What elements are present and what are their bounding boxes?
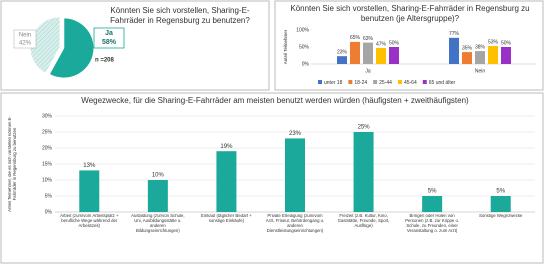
legend-label: 45-64 (404, 80, 417, 86)
bar (79, 170, 100, 212)
value-label: 50% (389, 40, 400, 46)
bar (350, 41, 360, 64)
bar (376, 48, 386, 64)
legend-swatch (318, 80, 322, 84)
bar (488, 45, 498, 64)
pie-slice (48, 17, 95, 79)
y-axis-label: Anteil Teilnehmer, die es sich vorstelle… (8, 116, 17, 212)
x-tick-label: Arbeit (zum/vom Arbeitsplatz + beruflich… (60, 214, 119, 228)
label-box (13, 29, 37, 49)
bar (337, 56, 347, 64)
y-tick-label: 5% (45, 193, 53, 199)
chart-title-box: Könnten Sie sich vorstellen, Sharing-E-F… (290, 4, 530, 23)
bar (449, 37, 459, 64)
x-tick-label: Private Erledigung (zum/vom Arzt, Friseu… (265, 214, 325, 233)
legend-label: 65 und älter (429, 80, 456, 86)
bar (389, 47, 399, 64)
value-label: 77% (449, 31, 460, 37)
y-tick-label: 15% (42, 161, 53, 167)
category-label: Nein (19, 33, 31, 39)
value-label: 19% (220, 144, 233, 150)
x-tick-label: Sonstige Wegezwecke (479, 214, 523, 218)
value-label: 63% (363, 36, 374, 42)
chart-title-box: Wegezwecke, für die Sharing-E-Fahrräder … (81, 96, 469, 105)
chart-title: Könnten Sie sich vorstellen, Sharing-E-F… (290, 4, 530, 23)
value-label: 38% (475, 44, 486, 50)
x-tick-label: Ausbildung (zur/von Schule, Uni, Ausbild… (131, 214, 185, 233)
value-label: 65% (350, 35, 361, 41)
panel (274, 0, 544, 91)
chart-title: Wegezwecke, für die Sharing-E-Fahrräder … (81, 96, 469, 105)
legend-swatch (397, 80, 402, 84)
chart-title: Könnten Sie sich vorstellen, Sharing-E-F… (110, 6, 250, 25)
y-tick-label: 30% (42, 113, 53, 119)
x-tick-label-box: Bringen oder Holen von Personen (z.B. zu… (405, 214, 460, 233)
legend-swatch (422, 80, 427, 84)
legend-swatch (348, 80, 353, 84)
value-label: 25% (358, 125, 371, 131)
y-tick-label: 25% (42, 129, 53, 135)
value-label: 47% (376, 41, 387, 47)
legend-swatch (373, 80, 378, 84)
bar (475, 51, 485, 64)
panel (0, 92, 544, 264)
x-tick-label-box: Private Erledigung (zum/vom Arzt, Friseu… (265, 214, 325, 233)
value-label: 5% (496, 189, 505, 195)
value-label: 42% (19, 41, 32, 47)
annotation: n =208 (95, 58, 115, 64)
bar (363, 42, 373, 64)
bar (353, 132, 374, 212)
legend-label: 18-24 (354, 80, 367, 86)
bar (147, 180, 168, 212)
legend-label: unter 18 (324, 80, 343, 86)
category-label: Ja (105, 30, 113, 37)
x-tick-label-box: Sonstige Wegezwecke (479, 214, 523, 218)
x-tick-label-box: Arbeit (zum/vom Arbeitsplatz + beruflich… (60, 214, 119, 228)
value-label: 58% (102, 39, 117, 46)
value-label: 23% (289, 131, 302, 137)
y-tick-label: 0% (45, 209, 53, 215)
bar (422, 196, 443, 212)
bar (285, 138, 305, 212)
x-tick-label: Freizeit (z.B. Kultur, Kino, Gaststätte,… (337, 214, 390, 228)
x-tick-label: Einkauf (täglicher Bedarf + sonstige Ein… (201, 214, 252, 223)
value-label: 35% (462, 45, 473, 51)
x-tick-label: Nein (475, 68, 486, 74)
value-label: 5% (428, 189, 437, 195)
y-tick-label: 100% (296, 27, 309, 33)
y-axis-label: Anteil Teilnehmer (283, 29, 288, 64)
x-tick-label-box: Einkauf (täglicher Bedarf + sonstige Ein… (201, 214, 252, 223)
value-label: 23% (337, 50, 348, 56)
bar (216, 151, 237, 212)
chart-title-box: Könnten Sie sich vorstellen, Sharing-E-F… (110, 6, 250, 25)
x-tick-label-box: Ausbildung (zur/von Schule, Uni, Ausbild… (131, 214, 185, 233)
panel (0, 0, 270, 91)
value-label: 53% (488, 39, 499, 45)
x-tick-label-box: Freizeit (z.B. Kultur, Kino, Gaststätte,… (337, 214, 390, 228)
y-tick-label: 0% (302, 61, 310, 67)
y-tick-label: 10% (42, 177, 53, 183)
bar (501, 47, 511, 64)
y-axis-label-box: Anteil Teilnehmer, die es sich vorstelle… (8, 116, 17, 212)
y-tick-label: 20% (42, 145, 53, 151)
value-label: 10% (152, 173, 165, 179)
y-tick-label: 50% (299, 44, 310, 50)
bar (490, 196, 511, 212)
value-label: 13% (83, 163, 96, 169)
value-label: 50% (501, 40, 512, 46)
legend-label: 25-44 (379, 80, 392, 86)
label-box (93, 27, 125, 49)
x-tick-label: Ja (365, 68, 371, 74)
bar (462, 52, 472, 64)
x-tick-label: Bringen oder Holen von Personen (z.B. zu… (405, 214, 460, 233)
